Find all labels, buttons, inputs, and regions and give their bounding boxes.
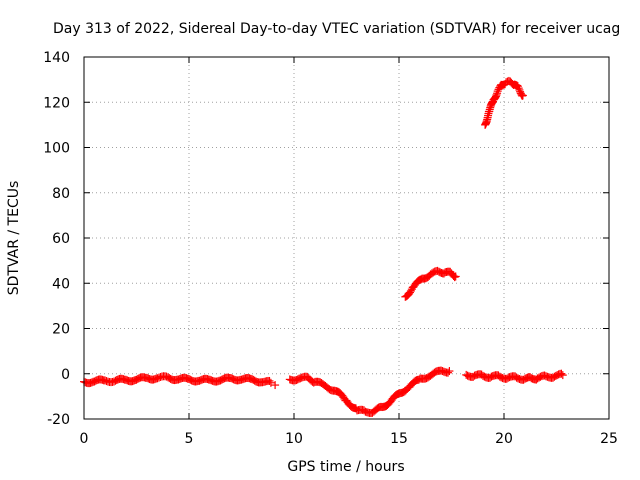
y-tick-label: 140: [43, 50, 70, 66]
data-point: [557, 369, 566, 378]
data-markers: [80, 76, 567, 418]
data-point: [271, 381, 280, 390]
data-point: [444, 368, 452, 377]
y-tick-label: 60: [52, 231, 70, 247]
x-tick-label: 5: [185, 431, 194, 447]
data-point: [450, 273, 459, 282]
data-point: [493, 87, 502, 96]
data-point: [405, 288, 414, 297]
data-point: [513, 82, 522, 91]
y-tick-label: 80: [52, 186, 70, 202]
y-tick-label: 120: [43, 95, 70, 111]
x-tick-label: 15: [390, 431, 408, 447]
x-tick-label: 10: [285, 431, 303, 447]
x-tick-label: 0: [80, 431, 89, 447]
data-point: [517, 90, 526, 99]
data-point: [406, 286, 415, 295]
x-tick-label: 25: [600, 431, 618, 447]
chart-title: Day 313 of 2022, Sidereal Day-to-day VTE…: [53, 21, 620, 37]
data-point: [445, 367, 454, 376]
plot-frame: [83, 56, 610, 420]
data-point: [515, 85, 524, 94]
y-tick-label: 0: [61, 367, 70, 383]
data-point: [514, 84, 523, 93]
data-point: [518, 91, 527, 100]
data-point: [558, 371, 567, 380]
data-point: [266, 378, 275, 387]
y-tick-label: 40: [52, 276, 70, 292]
data-point: [265, 376, 274, 385]
data-point: [451, 272, 460, 281]
y-tick-label: -20: [47, 412, 70, 428]
y-tick-label: 100: [43, 141, 70, 157]
grid: [84, 57, 609, 419]
y-tick-label: 20: [52, 322, 70, 338]
y-axis-label: SDTVAR / TECUs: [6, 181, 22, 296]
x-axis-label: GPS time / hours: [287, 459, 404, 475]
x-tick-label: 20: [495, 431, 513, 447]
